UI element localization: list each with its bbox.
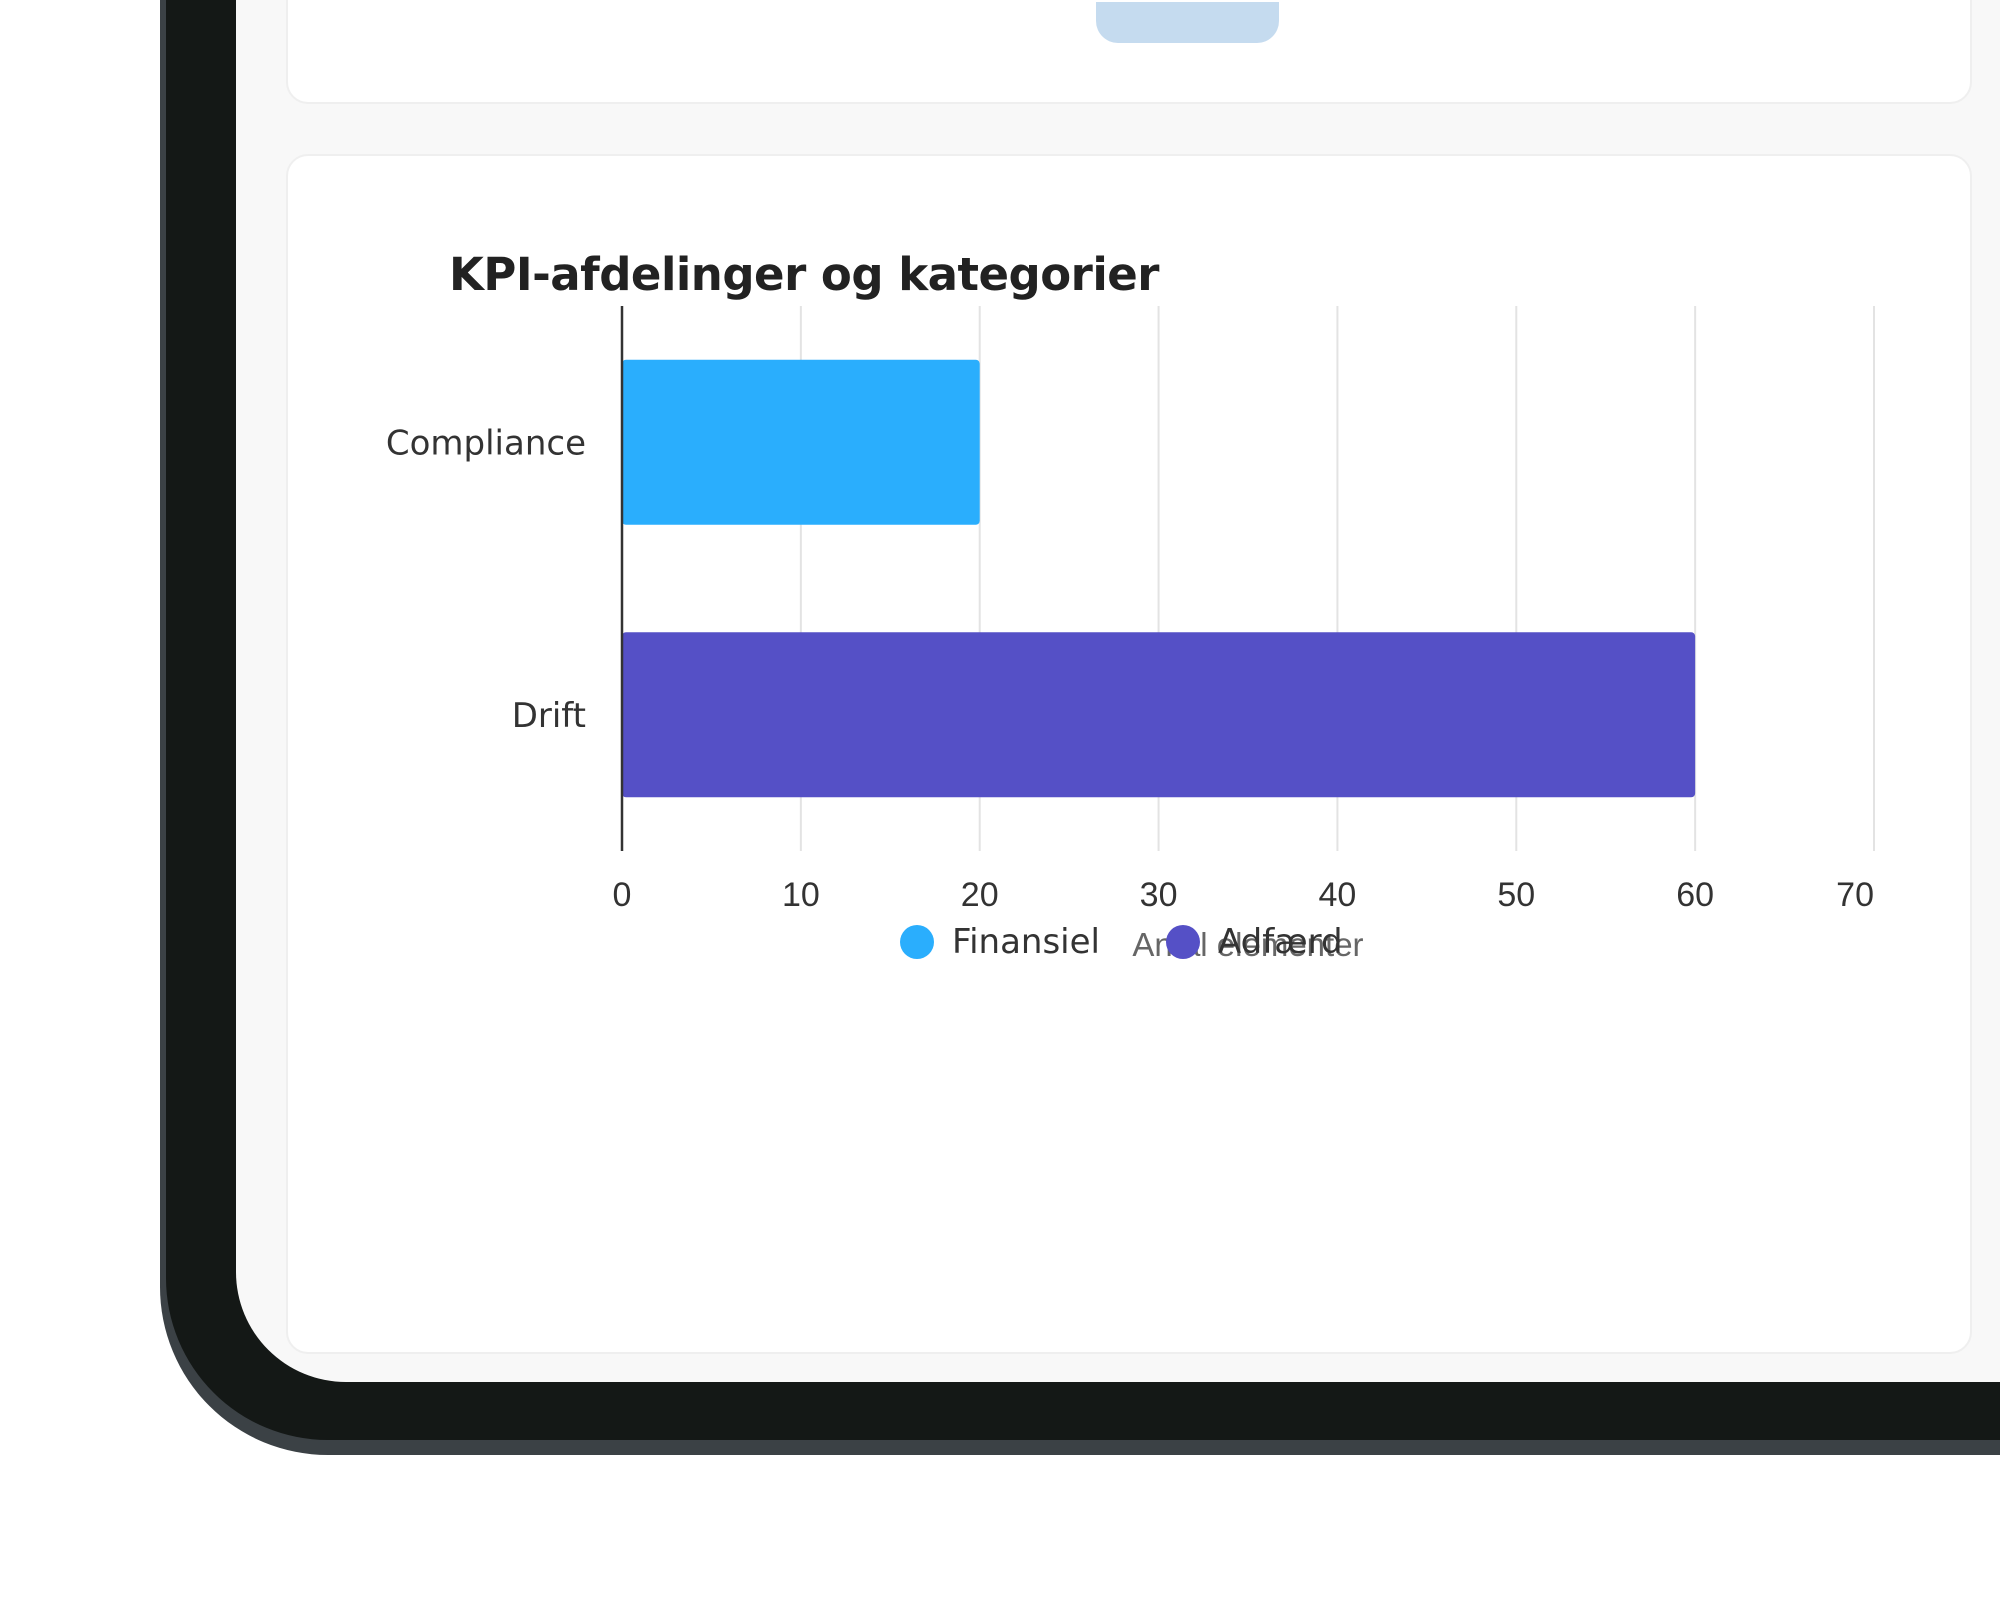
legend-item-finansiel[interactable]: Finansiel xyxy=(900,922,1100,962)
x-tick-label: 70 xyxy=(1836,876,1874,914)
x-tick-label: 60 xyxy=(1676,876,1714,914)
legend-label-adfaerd: Adfærd xyxy=(1218,922,1343,962)
x-tick-label: 40 xyxy=(1319,876,1357,914)
x-tick-label: 30 xyxy=(1140,876,1178,914)
legend-label-finansiel: Finansiel xyxy=(952,922,1100,962)
bar-drift[interactable] xyxy=(622,632,1696,798)
x-tick-label: 50 xyxy=(1497,876,1535,914)
scroll-indicator[interactable] xyxy=(1096,2,1279,43)
legend-item-adfaerd[interactable]: Adfærd xyxy=(1166,922,1343,962)
chart-title: KPI-afdelinger og kategorier xyxy=(449,248,1160,301)
previous-card xyxy=(286,0,1972,104)
chart-legend: Finansiel Adfærd xyxy=(900,922,1343,962)
app-screen[interactable]: KPI-afdelinger og kategorier Compliance D… xyxy=(236,0,2000,1382)
legend-swatch-finansiel xyxy=(900,925,934,959)
x-tick-label: 10 xyxy=(782,876,820,914)
x-tick-label: 20 xyxy=(961,876,999,914)
bars xyxy=(622,359,1696,798)
legend-swatch-adfaerd xyxy=(1166,925,1200,959)
x-tick-label: 0 xyxy=(613,876,632,914)
category-label-drift: Drift xyxy=(512,696,586,736)
kpi-chart-card: KPI-afdelinger og kategorier Compliance D… xyxy=(286,154,1972,1354)
x-tick-labels: 0 10 20 30 40 50 60 70 xyxy=(613,876,1874,914)
bar-compliance[interactable] xyxy=(622,359,980,525)
category-labels: Compliance Drift xyxy=(386,423,586,736)
category-label-compliance: Compliance xyxy=(386,423,586,463)
